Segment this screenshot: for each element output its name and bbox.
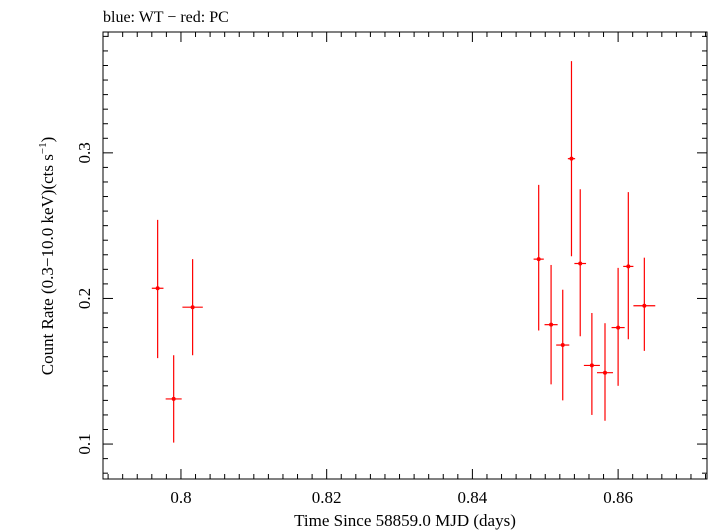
point-marker: [190, 305, 195, 310]
y-tick-label: 0.3: [75, 142, 94, 163]
y-axis-label: Count Rate (0.3−10.0 keV)(cts s−1): [37, 137, 57, 376]
point-marker: [602, 370, 607, 375]
point-marker: [171, 396, 176, 401]
data-point: [611, 267, 625, 386]
point-marker: [569, 156, 574, 161]
data-point: [182, 259, 203, 356]
x-tick-label: 0.84: [458, 488, 488, 507]
point-marker: [560, 343, 565, 348]
data-point: [165, 355, 182, 443]
data-point: [623, 192, 634, 340]
plot-frame: [102, 31, 708, 480]
x-axis: 0.8 0.82 0.84 0.86: [107, 32, 707, 507]
x-tick-label: 0.8: [170, 488, 191, 507]
point-marker: [589, 363, 594, 368]
y-axis: 0.1 0.2 0.3: [75, 35, 707, 474]
data-point: [556, 289, 570, 401]
data-point: [574, 189, 587, 337]
data-point: [583, 313, 600, 415]
data-point: [533, 184, 544, 331]
data-point: [567, 61, 576, 257]
x-tick-label: 0.86: [603, 488, 633, 507]
point-marker: [549, 322, 554, 327]
y-tick-label: 0.1: [75, 433, 94, 454]
point-marker: [642, 303, 647, 308]
chart-title: blue: WT − red: PC: [103, 9, 229, 26]
data-point: [544, 264, 558, 385]
point-marker: [155, 286, 160, 291]
point-marker: [578, 261, 583, 266]
x-tick-label: 0.82: [312, 488, 342, 507]
y-tick-label: 0.2: [75, 288, 94, 309]
data-points: [151, 61, 656, 443]
data-point: [633, 257, 656, 351]
data-point: [151, 219, 164, 359]
point-marker: [536, 257, 541, 262]
point-marker: [616, 325, 621, 330]
data-point: [596, 323, 614, 421]
x-axis-label: Time Since 58859.0 MJD (days): [294, 511, 516, 530]
point-marker: [626, 264, 631, 269]
